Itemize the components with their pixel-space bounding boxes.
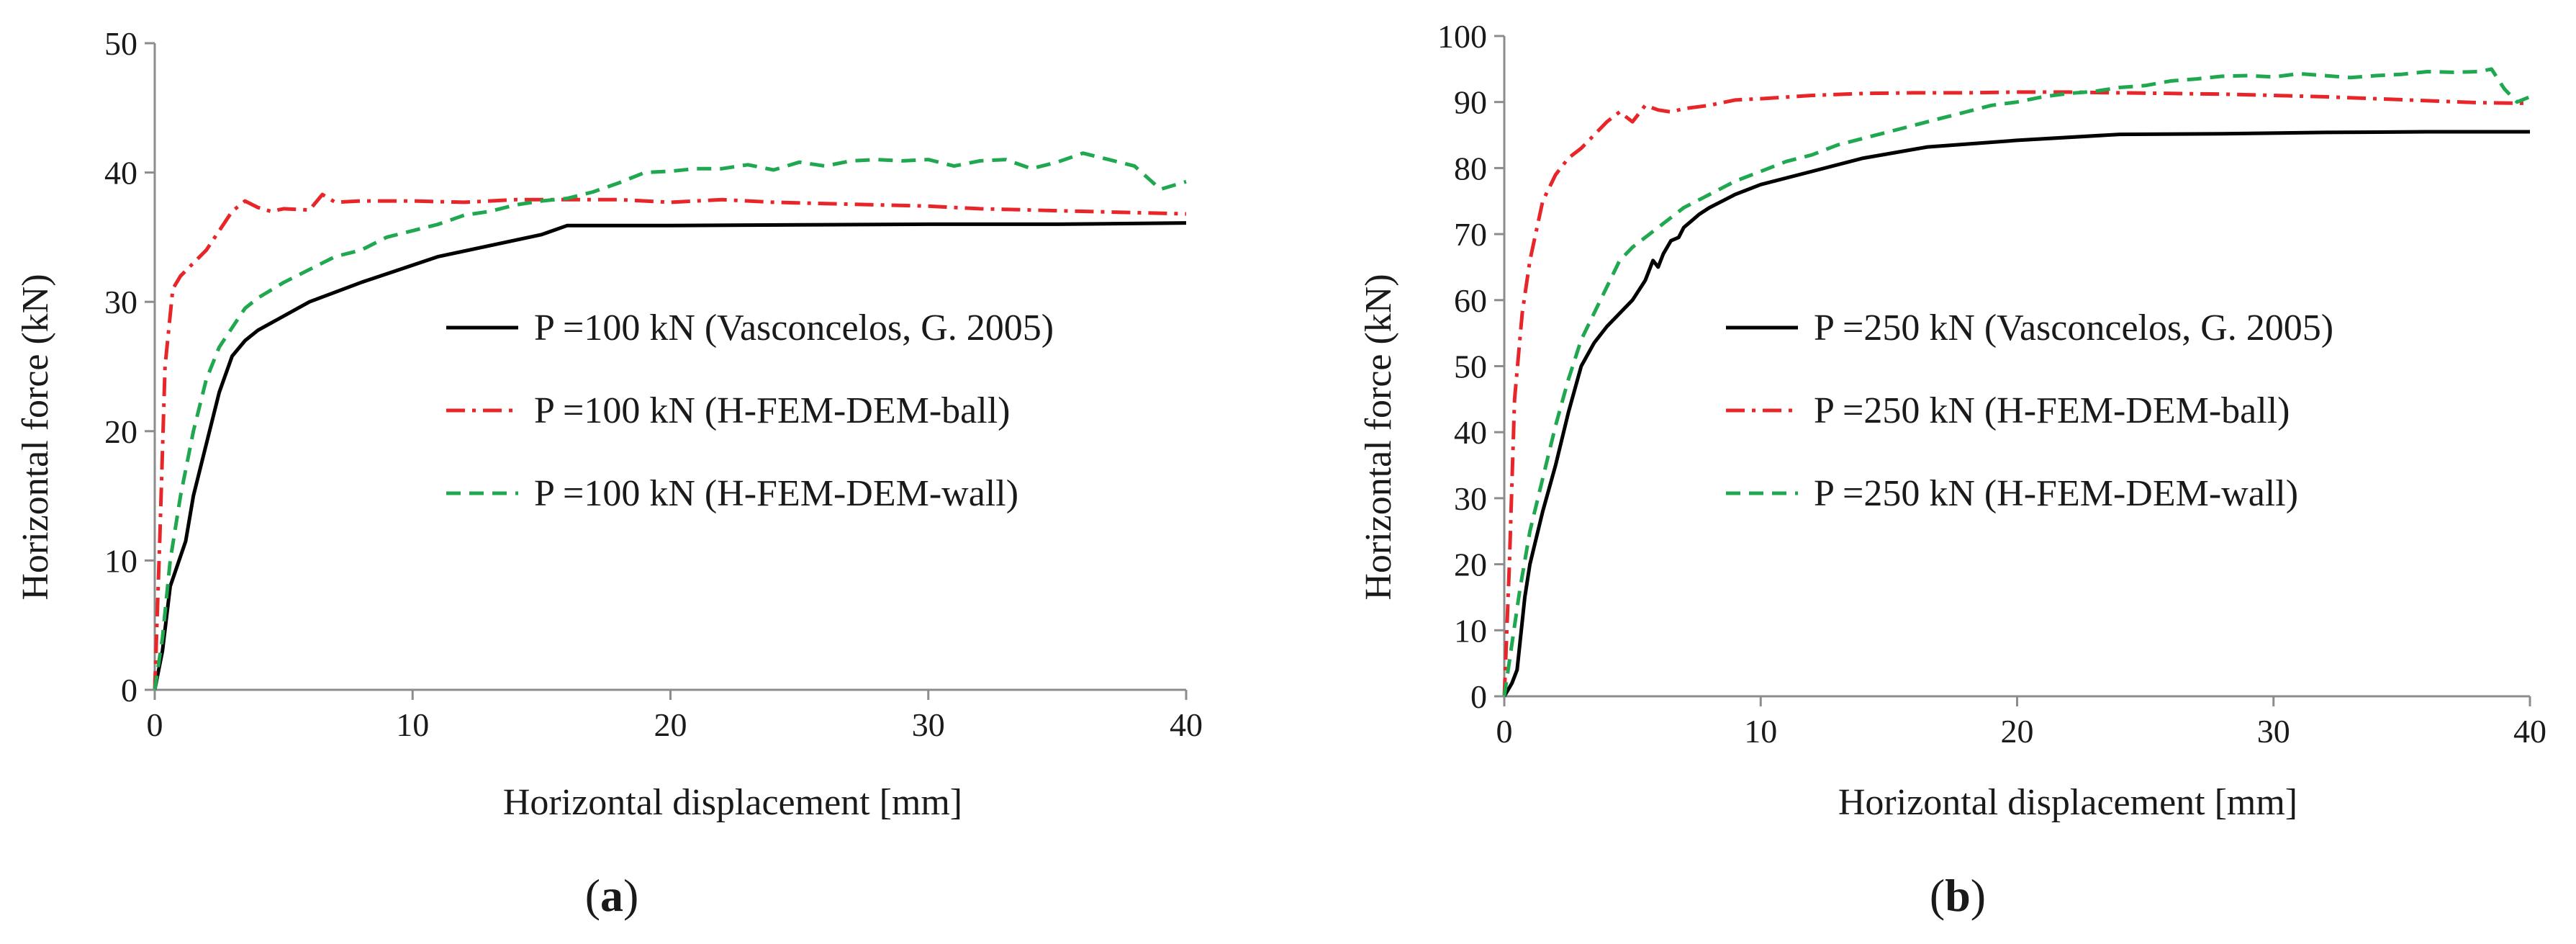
chart-panel-b: 0 10 20 30 40 0 10 20 30 40 50 60 70 80 90 100 P =250 k… [1358, 18, 2546, 921]
y-tick-label: 40 [104, 155, 137, 192]
legend-a: P =100 kN (Vasconcelos, G. 2005) P =100 k… [446, 307, 1054, 514]
panel-label-b: (b) [1930, 870, 1986, 921]
legend-label-3: P =100 kN (H-FEM-DEM-wall) [534, 473, 1018, 514]
panel-label-a: (a) [585, 870, 639, 921]
legend-label-2: P =100 kN (H-FEM-DEM-ball) [534, 390, 1010, 431]
y-tick-label: 10 [104, 542, 137, 579]
x-tick-label: 0 [1496, 713, 1513, 750]
x-tick-label: 20 [654, 706, 687, 743]
y-tick-label: 100 [1437, 18, 1487, 55]
y-tick-label: 80 [1454, 150, 1487, 186]
x-tick-label: 30 [912, 706, 945, 743]
legend-b: P =250 kN (Vasconcelos, G. 2005) P =250 k… [1726, 307, 2333, 514]
series-line-2 [1502, 90, 2531, 697]
y-tick-label: 30 [104, 284, 137, 320]
y-tick-label: 20 [104, 413, 137, 450]
x-tick-label: 20 [2001, 713, 2034, 750]
y-tick-label: 30 [1454, 480, 1487, 517]
x-tick-label: 40 [1170, 706, 1203, 743]
legend-label-1: P =100 kN (Vasconcelos, G. 2005) [534, 307, 1054, 349]
x-axis-label-a: Horizontal displacement [mm] [503, 782, 962, 823]
x-tick-label: 10 [1744, 713, 1777, 750]
chart-panel-a: 0 10 20 30 40 0 10 20 30 40 50 P =100 kN (Vasconce… [15, 25, 1203, 921]
x-tick-label: 0 [147, 706, 163, 743]
series-line-3 [1502, 67, 2531, 697]
ticks-layer-b: 0 10 20 30 40 0 10 20 30 40 50 60 70 80 90 100 [1437, 18, 2546, 750]
y-tick-label: 20 [1454, 547, 1487, 583]
y-tick-label: 0 [1470, 678, 1487, 715]
y-tick-label: 50 [104, 25, 137, 62]
y-tick-label: 70 [1454, 216, 1487, 253]
legend-label-2: P =250 kN (H-FEM-DEM-ball) [1814, 390, 2290, 431]
x-axis-label-b: Horizontal displacement [mm] [1838, 782, 2297, 823]
y-axis-line-b [1503, 36, 2530, 698]
series-line-2 [153, 192, 1187, 691]
y-axis-label-a: Horizontal force (kN) [15, 274, 56, 600]
y-tick-label: 60 [1454, 282, 1487, 319]
series-layer-b [1502, 67, 2531, 698]
y-tick-label: 0 [121, 672, 137, 709]
x-tick-label: 40 [2513, 713, 2546, 750]
y-tick-label: 90 [1454, 84, 1487, 121]
series-layer-a [153, 151, 1187, 691]
x-tick-label: 10 [396, 706, 429, 743]
x-tick-label: 30 [2257, 713, 2290, 750]
y-tick-label: 50 [1454, 349, 1487, 385]
y-tick-label: 10 [1454, 612, 1487, 649]
y-tick-label: 40 [1454, 414, 1487, 451]
legend-label-3: P =250 kN (H-FEM-DEM-wall) [1814, 473, 2298, 514]
series-line-1 [1502, 130, 2530, 698]
legend-label-1: P =250 kN (Vasconcelos, G. 2005) [1814, 307, 2333, 349]
series-line-3 [153, 151, 1187, 691]
series-line-1 [153, 221, 1187, 691]
ticks-layer-a: 0 10 20 30 40 0 10 20 30 40 50 [104, 25, 1203, 743]
y-axis-line-a [153, 43, 1186, 691]
y-axis-label-b: Horizontal force (kN) [1358, 274, 1399, 600]
